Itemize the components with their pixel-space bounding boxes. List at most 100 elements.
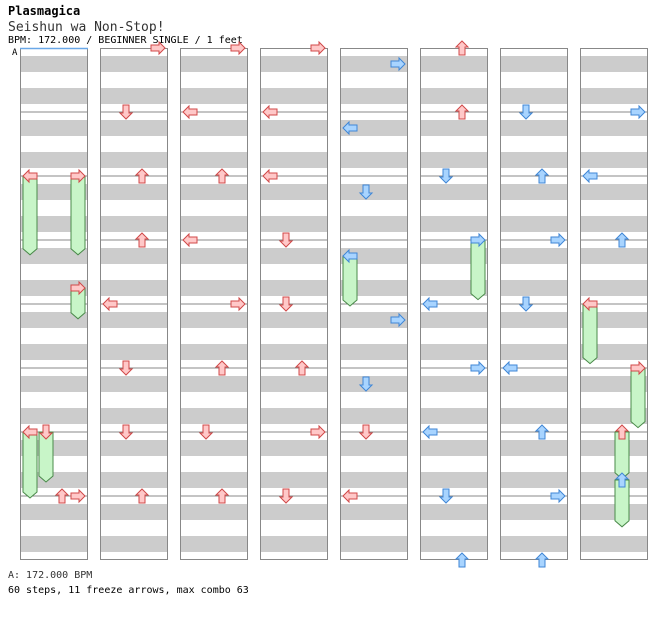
artist-name: Plasmagica (8, 4, 81, 18)
beat-stripe (180, 248, 248, 264)
beat-stripe (420, 312, 488, 328)
beat-stripe (340, 152, 408, 168)
beat-stripe (580, 56, 648, 72)
step-arrow-down (358, 424, 374, 440)
beat-stripe (180, 56, 248, 72)
beat-stripe (260, 536, 328, 552)
beat-stripe (500, 408, 568, 424)
step-arrow-up (534, 168, 550, 184)
step-arrow-up (614, 472, 630, 488)
beat-stripe (420, 408, 488, 424)
chart-column (260, 48, 328, 560)
beat-stripe (20, 408, 88, 424)
step-arrow-left (582, 296, 598, 312)
beat-stripe (180, 184, 248, 200)
beat-stripe (180, 280, 248, 296)
step-arrow-left (342, 488, 358, 504)
beat-stripe (420, 56, 488, 72)
step-arrow-down (278, 296, 294, 312)
step-arrow-down (438, 168, 454, 184)
beat-stripe (180, 344, 248, 360)
step-arrow-right (630, 104, 646, 120)
step-arrow-up (294, 360, 310, 376)
beat-stripe (260, 248, 328, 264)
step-arrow-down (118, 360, 134, 376)
column-border (500, 48, 568, 560)
freeze-arrow (470, 239, 486, 301)
column-border (340, 48, 408, 560)
beat-stripe (580, 440, 648, 456)
step-arrow-left (102, 296, 118, 312)
beat-stripe (20, 536, 88, 552)
freeze-arrow (342, 255, 358, 307)
beat-stripe (260, 280, 328, 296)
step-arrow-right (70, 280, 86, 296)
beat-stripe (260, 184, 328, 200)
beat-stripe (340, 536, 408, 552)
beat-stripe (180, 376, 248, 392)
beat-stripe (340, 472, 408, 488)
freeze-arrow (22, 175, 38, 256)
freeze-arrow (22, 431, 38, 499)
column-border (580, 48, 648, 560)
freeze-arrow (38, 431, 54, 483)
step-arrow-right (550, 232, 566, 248)
beat-stripe (580, 184, 648, 200)
beat-stripe (260, 216, 328, 232)
beat-stripe (580, 472, 648, 488)
chart-column (420, 48, 488, 560)
beat-stripe (340, 440, 408, 456)
beat-stripe (20, 152, 88, 168)
chart-info: BPM: 172.000 / BEGINNER SINGLE / 1 feet (8, 35, 243, 46)
beat-stripe (580, 120, 648, 136)
beat-stripe (100, 376, 168, 392)
beat-stripe (500, 536, 568, 552)
step-arrow-down (118, 424, 134, 440)
beat-stripe (100, 440, 168, 456)
beat-stripe (340, 216, 408, 232)
beat-stripe (260, 56, 328, 72)
beat-stripe (180, 312, 248, 328)
beat-stripe (180, 504, 248, 520)
beat-stripe (100, 408, 168, 424)
beat-stripe (100, 280, 168, 296)
beat-stripe (340, 376, 408, 392)
freeze-arrow (70, 287, 86, 320)
step-arrow-right (70, 488, 86, 504)
step-arrow-left (182, 104, 198, 120)
beat-stripe (20, 312, 88, 328)
column-border (260, 48, 328, 560)
step-arrow-up (134, 232, 150, 248)
freeze-arrow (70, 175, 86, 256)
beat-stripe (260, 312, 328, 328)
step-arrow-down (518, 104, 534, 120)
beat-stripe (260, 344, 328, 360)
beat-stripe (580, 216, 648, 232)
chart-column (500, 48, 568, 560)
step-arrow-up (454, 552, 470, 568)
freeze-arrow (582, 303, 598, 365)
bpm-summary: A: 172.000 BPM (8, 570, 93, 581)
beat-stripe (340, 344, 408, 360)
beat-stripe (500, 248, 568, 264)
beat-stripe (420, 504, 488, 520)
step-arrow-right (310, 424, 326, 440)
beat-stripe (100, 88, 168, 104)
beat-stripe (100, 248, 168, 264)
beat-stripe (180, 408, 248, 424)
beat-stripe (500, 344, 568, 360)
step-arrow-right (390, 56, 406, 72)
step-arrow-up (614, 424, 630, 440)
beat-stripe (260, 152, 328, 168)
beat-stripe (100, 504, 168, 520)
beat-stripe (100, 344, 168, 360)
step-arrow-up (134, 488, 150, 504)
beat-stripe (580, 152, 648, 168)
beat-stripe (340, 120, 408, 136)
step-arrow-up (54, 488, 70, 504)
step-arrow-down (518, 296, 534, 312)
beat-stripe (20, 344, 88, 360)
step-arrow-up (134, 168, 150, 184)
beat-stripe (100, 536, 168, 552)
beat-stripe (100, 216, 168, 232)
